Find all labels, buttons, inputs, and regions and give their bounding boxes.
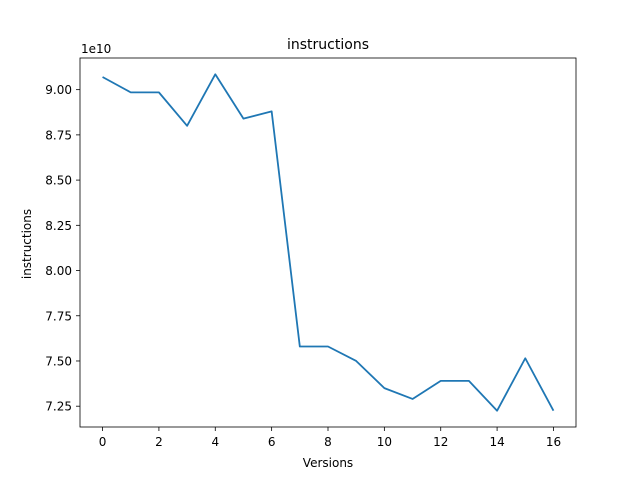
y-axis-label: instructions — [20, 209, 34, 279]
y-tick-label: 8.75 — [45, 128, 72, 142]
y-tick-label: 9.00 — [45, 83, 72, 97]
x-tick-label: 8 — [324, 435, 332, 449]
x-tick-label: 16 — [546, 435, 561, 449]
y-axis-ticks: 7.25 7.50 7.75 8.00 8.25 8.50 8.75 9.00 — [45, 83, 80, 414]
x-tick-label: 10 — [377, 435, 392, 449]
x-tick-label: 12 — [433, 435, 448, 449]
chart-title: instructions — [287, 37, 369, 53]
x-tick-label: 4 — [211, 435, 219, 449]
y-axis-offset-text: 1e10 — [81, 42, 111, 56]
x-axis-ticks: 0 2 4 6 8 10 12 14 16 — [99, 427, 561, 449]
x-tick-label: 2 — [155, 435, 163, 449]
y-tick-label: 7.25 — [45, 400, 72, 414]
series-line — [102, 73, 555, 412]
y-tick-label: 8.25 — [45, 219, 72, 233]
x-tick-label: 14 — [489, 435, 504, 449]
x-tick-label: 6 — [268, 435, 276, 449]
plot-frame — [79, 57, 577, 428]
x-tick-label: 0 — [99, 435, 107, 449]
y-tick-label: 8.00 — [45, 264, 72, 278]
y-tick-label: 8.50 — [45, 174, 72, 188]
y-tick-label: 7.75 — [45, 309, 72, 323]
series-layer — [102, 73, 555, 412]
x-axis-label: Versions — [303, 456, 353, 470]
y-tick-label: 7.50 — [45, 354, 72, 368]
